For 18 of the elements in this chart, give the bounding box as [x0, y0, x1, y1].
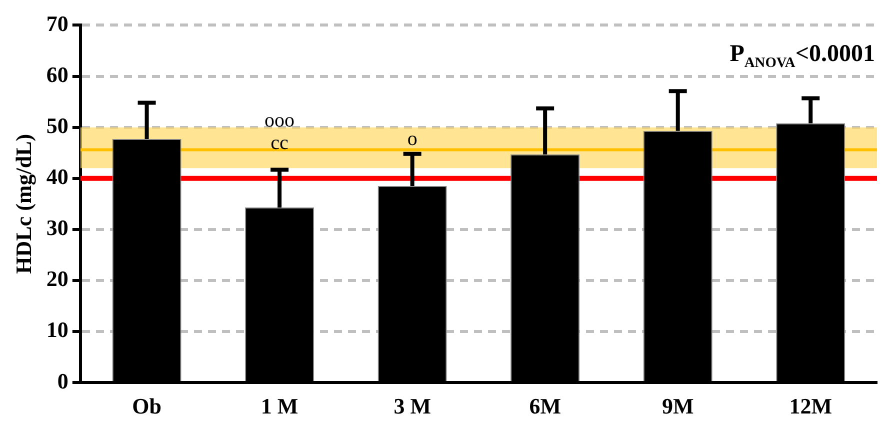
x-tick-label: 9M	[662, 393, 694, 418]
y-tick-label: 0	[57, 368, 68, 394]
annotation: o	[407, 128, 418, 150]
x-tick-label: 3 M	[394, 393, 432, 418]
y-tick-label: 50	[46, 113, 68, 138]
annotation: cc	[270, 132, 289, 154]
x-tick-label: 12M	[789, 393, 832, 418]
y-tick-label: 70	[46, 10, 68, 36]
y-tick-label: 40	[46, 164, 68, 190]
y-tick-label: 60	[46, 62, 68, 87]
y-axis-title: HDLc (mg/dL)	[10, 134, 36, 274]
y-tick-label: 20	[46, 266, 68, 292]
x-tick-label: 6M	[529, 393, 562, 418]
annotation: ooo	[264, 109, 295, 132]
y-tick-label: 10	[46, 317, 68, 342]
x-tick-label: 1 M	[260, 393, 298, 418]
y-tick-label: 30	[46, 215, 68, 240]
x-tick-label: Ob	[132, 393, 162, 418]
